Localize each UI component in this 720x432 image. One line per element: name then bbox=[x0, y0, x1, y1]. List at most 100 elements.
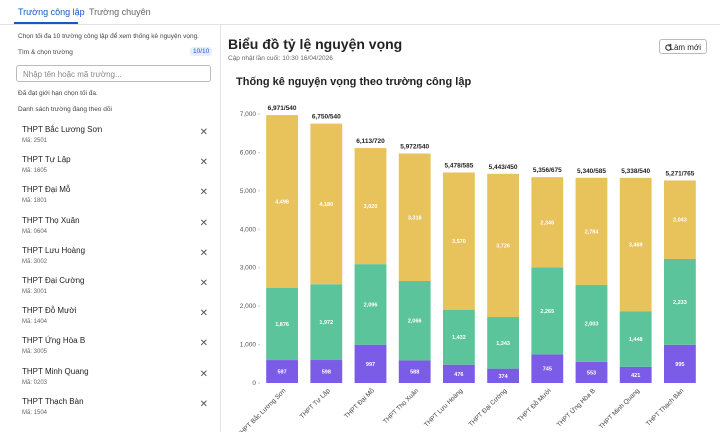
bar-segment bbox=[487, 317, 520, 369]
count-badge: 10/10 bbox=[190, 47, 213, 56]
school-code: Mã: 3001 bbox=[22, 289, 48, 295]
hint: Chọn tối đa 10 trường công lập để xem th… bbox=[18, 33, 199, 40]
value-label: 3,570 bbox=[452, 239, 466, 245]
remove-button[interactable]: ✕ bbox=[199, 308, 208, 320]
bar-total-label: 5,271/765 bbox=[665, 170, 694, 177]
school-code: Mã: 3002 bbox=[22, 258, 48, 265]
bar-total-label: 5,972/540 bbox=[400, 144, 429, 151]
bar-segment bbox=[619, 177, 652, 312]
chart-title: Thống kê nguyện vọng theo trường công lậ… bbox=[236, 76, 472, 88]
school-name: THPT Đại Cường bbox=[22, 276, 85, 285]
bar-segment bbox=[531, 267, 564, 355]
bar-total-label: 5,340/585 bbox=[577, 168, 606, 175]
x-tick-label: THPT Đại Cường bbox=[468, 387, 509, 428]
value-label: 476 bbox=[454, 372, 463, 378]
bar-segment bbox=[487, 173, 520, 318]
bar-segment bbox=[531, 354, 564, 383]
school-code: Mã: 1605 bbox=[22, 168, 48, 175]
bar-segment bbox=[442, 172, 475, 310]
school-name: THPT Lưu Hoàng bbox=[22, 245, 86, 255]
search-label: Tìm & chọn trường bbox=[18, 49, 73, 56]
list-title: Danh sách trường đang theo dõi bbox=[18, 106, 112, 113]
refresh-button[interactable]: Làm mới bbox=[659, 39, 707, 54]
refresh-icon bbox=[665, 43, 672, 51]
remove-button[interactable]: ✕ bbox=[199, 247, 208, 259]
value-label: 2,346 bbox=[540, 220, 554, 226]
bar-total-label: 5,443/450 bbox=[489, 164, 518, 171]
bar-segment bbox=[398, 360, 431, 383]
updated-time: Cập nhật lần cuối: 10:30 16/04/2026 bbox=[228, 55, 333, 62]
y-tick-label: 1,000 bbox=[240, 342, 257, 349]
value-label: 3,726 bbox=[496, 243, 510, 249]
bar-segment bbox=[575, 177, 608, 285]
value-label: 421 bbox=[631, 373, 640, 379]
bar-total-label: 5,338/540 bbox=[621, 168, 650, 175]
tab[interactable]: Trường chuyên bbox=[89, 7, 151, 17]
y-tick-label: 0 bbox=[252, 380, 256, 387]
bar-total-label: 6,971/540 bbox=[268, 105, 297, 112]
value-label: 553 bbox=[587, 370, 596, 376]
school-item: THPT Lưu Hoàng Mã: 3002 ✕ bbox=[16, 242, 212, 272]
school-name: THPT Đại Mỗ bbox=[22, 185, 71, 195]
tab[interactable]: Trường công lập bbox=[18, 7, 85, 17]
school-item: THPT Thạch Bàn Mã: 1504 ✕ bbox=[16, 393, 212, 423]
value-label: 2,043 bbox=[673, 218, 687, 224]
bar-total-label: 6,113/720 bbox=[356, 138, 385, 145]
x-tick-label: THPT Lưu Hoàng bbox=[423, 387, 464, 428]
x-tick-label: THPT Minh Quang bbox=[598, 387, 641, 430]
tab-underline bbox=[14, 22, 78, 24]
bar-segment bbox=[354, 148, 387, 265]
bar-total-label: 5,478/585 bbox=[444, 162, 473, 169]
school-code: Mã: 3005 bbox=[22, 349, 48, 356]
remove-button[interactable]: ✕ bbox=[199, 398, 208, 410]
school-item: THPT Thọ Xuân Mã: 0604 ✕ bbox=[16, 212, 212, 242]
page-title: Biểu đồ tỷ lệ nguyện vọng bbox=[228, 36, 403, 52]
bar-segment bbox=[487, 368, 520, 383]
school-name: THPT Tự Lập bbox=[22, 155, 71, 165]
bar-segment bbox=[266, 360, 299, 383]
bar-segment bbox=[531, 177, 564, 268]
school-code: Mã: 2501 bbox=[22, 138, 48, 144]
remove-button[interactable]: ✕ bbox=[199, 278, 208, 289]
remove-button[interactable]: ✕ bbox=[199, 368, 208, 380]
remove-button[interactable]: ✕ bbox=[199, 127, 208, 138]
school-code: Mã: 1404 bbox=[22, 319, 48, 326]
bar-segment bbox=[266, 115, 299, 288]
refresh-label: Làm mới bbox=[669, 43, 701, 52]
school-item: THPT Minh Quang Mã: 0203 ✕ bbox=[16, 363, 212, 393]
x-tick-label: THPT Đỗ Mười bbox=[515, 386, 553, 424]
search-input[interactable]: Nhập tên hoặc mã trường... bbox=[16, 65, 211, 82]
value-label: 3,020 bbox=[364, 204, 378, 210]
value-label: 4,180 bbox=[319, 202, 333, 208]
x-tick-label: THPT Ứng Hòa B bbox=[554, 386, 597, 429]
bar-total-label: 5,356/675 bbox=[533, 167, 562, 174]
remove-button[interactable]: ✕ bbox=[199, 157, 208, 169]
school-item: THPT Ứng Hòa B Mã: 3005 ✕ bbox=[16, 332, 212, 362]
value-label: 2,265 bbox=[540, 309, 554, 315]
value-label: 1,343 bbox=[496, 341, 510, 347]
y-tick-label: 5,000 bbox=[240, 188, 257, 195]
remove-button[interactable]: ✕ bbox=[199, 187, 208, 199]
sidebar: Chọn tối đa 10 trường công lập để xem th… bbox=[0, 25, 221, 432]
value-label: 3,469 bbox=[629, 243, 643, 249]
school-item: THPT Đại Cường Mã: 3001 ✕ bbox=[16, 272, 212, 302]
value-label: 745 bbox=[543, 367, 552, 373]
bar-segment bbox=[663, 180, 696, 259]
x-tick-label: THPT Đại Mỗ bbox=[342, 386, 376, 420]
y-tick-label: 6,000 bbox=[240, 149, 257, 156]
chart: 0 1,000 2,000 3,000 4,000 5,000 6,000 7,000 597 1… bbox=[235, 105, 696, 432]
value-label: 2,003 bbox=[585, 321, 599, 327]
value-label: 997 bbox=[366, 362, 375, 368]
value-label: 1,972 bbox=[319, 320, 333, 326]
y-tick-label: 4,000 bbox=[240, 226, 257, 233]
bar-segment bbox=[310, 123, 343, 285]
value-label: 374 bbox=[499, 374, 509, 380]
bar-total-label: 6,750/540 bbox=[312, 114, 341, 121]
bar-segment bbox=[266, 287, 299, 361]
remove-button[interactable]: ✕ bbox=[199, 217, 208, 229]
tab-bar: Trường công lập Trường chuyên bbox=[0, 0, 720, 25]
value-label: 2,096 bbox=[364, 302, 378, 308]
remove-button[interactable]: ✕ bbox=[199, 338, 208, 350]
value-label: 3,318 bbox=[408, 215, 422, 221]
bar-segment bbox=[398, 281, 431, 361]
